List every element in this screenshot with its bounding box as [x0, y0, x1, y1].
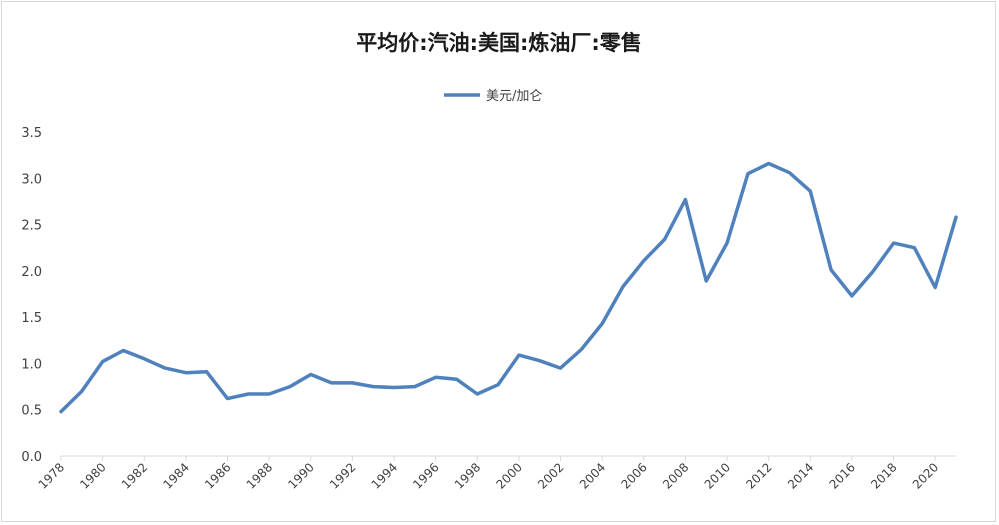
y-tick-label: 2.0: [21, 265, 42, 280]
x-tick-label: 2016: [827, 460, 858, 491]
y-axis: 0.0 0.5 1.0 1.5 2.0 2.5 3.0 3.5: [21, 126, 42, 465]
y-tick-label: 1.5: [21, 311, 42, 326]
x-tick-label: 1984: [161, 460, 192, 491]
x-tick-label: 2000: [494, 460, 525, 491]
plot-area: [59, 161, 958, 414]
y-tick-label: 3.0: [21, 172, 42, 187]
series-line: [59, 161, 958, 414]
x-tick-label: 2002: [535, 460, 566, 491]
y-tick-label: 0.5: [21, 404, 42, 419]
x-tick-label: 2010: [702, 460, 733, 491]
x-tick-label: 2006: [618, 460, 649, 491]
x-tick-label: 1980: [77, 460, 108, 491]
chart-title: 平均价:汽油:美国:炼油厂:零售: [356, 31, 642, 55]
legend-label: 美元/加仑: [486, 89, 542, 104]
y-tick-label: 3.5: [21, 126, 42, 141]
x-tick-label: 1992: [327, 460, 358, 491]
x-tick-label: 2012: [743, 460, 774, 491]
x-tick-label: 1986: [202, 460, 233, 491]
x-tick-label: 1988: [244, 460, 275, 491]
x-tick-label: 1994: [369, 460, 400, 491]
x-tick-label: 1998: [452, 460, 483, 491]
y-tick-label: 1.0: [21, 357, 42, 372]
x-tick-label: 2018: [868, 460, 899, 491]
x-tick-label: 1982: [119, 460, 150, 491]
x-tick-label: 1990: [285, 460, 316, 491]
x-tick-label: 2020: [910, 460, 941, 491]
legend: 美元/加仑: [444, 89, 542, 104]
y-tick-label: 2.5: [21, 219, 42, 234]
x-tick-label: 1996: [410, 460, 441, 491]
x-tick-label: 2004: [577, 460, 608, 491]
x-tick-label: 2014: [785, 460, 816, 491]
x-axis: 1978 1980 1982 1984 1986 1988 1990 1992 1994 1996…: [36, 455, 956, 492]
y-tick-label: 0.0: [21, 450, 42, 465]
x-tick-label: 2008: [660, 460, 691, 491]
